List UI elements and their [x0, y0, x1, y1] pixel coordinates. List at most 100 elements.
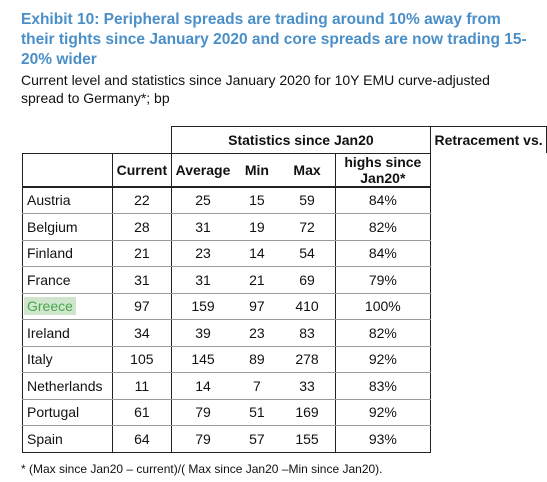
current-cell-text: 64 — [134, 430, 150, 447]
country-cell: Spain — [21, 425, 113, 453]
retracement-cell: 92% — [334, 346, 432, 373]
average-cell: 159 — [170, 293, 235, 320]
average-cell: 23 — [170, 240, 235, 267]
min-cell: 21 — [234, 266, 280, 294]
current-cell-text: 61 — [134, 404, 150, 421]
spreads-table: Statistics since Jan20 Retracement vs. C… — [21, 126, 547, 453]
max-cell-text: 59 — [299, 192, 315, 209]
max-cell: 33 — [279, 372, 336, 400]
current-cell: 21 — [112, 240, 172, 267]
retracement-cell-text: 93% — [368, 430, 397, 447]
header-min: Min — [234, 153, 280, 188]
min-cell: 19 — [234, 213, 280, 241]
max-cell-text: 155 — [295, 430, 319, 447]
max-cell-text: 33 — [299, 377, 315, 394]
exhibit-subtitle: Current level and statistics since Janua… — [21, 72, 490, 106]
header-average: Average — [170, 153, 235, 188]
max-cell-text: 83 — [299, 324, 315, 341]
country-cell: Greece — [21, 293, 113, 320]
current-cell: 64 — [112, 425, 172, 453]
exhibit-title: Exhibit 10: Peripheral spreads are tradi… — [21, 11, 527, 68]
current-cell-text: 22 — [134, 192, 150, 209]
average-cell: 25 — [170, 186, 235, 214]
current-cell: 105 — [112, 346, 172, 373]
retracement-cell: 83% — [334, 372, 432, 400]
min-cell-text: 14 — [249, 245, 265, 262]
country-cell: Belgium — [21, 213, 113, 241]
average-cell-text: 25 — [195, 192, 211, 209]
header-blank-current — [113, 127, 172, 154]
current-cell-text: 21 — [134, 245, 150, 262]
retracement-cell-text: 82% — [368, 218, 397, 235]
country-cell-text: Portugal — [27, 404, 80, 421]
table-row: Italy 105 145 89 278 92% — [21, 346, 547, 373]
average-cell: 145 — [170, 346, 235, 373]
current-cell: 31 — [112, 266, 172, 294]
country-cell-text: Finland — [27, 245, 73, 262]
average-cell-text: 145 — [191, 351, 215, 368]
retracement-cell: 92% — [334, 399, 432, 426]
max-cell: 155 — [279, 425, 336, 453]
min-cell-text: 51 — [249, 404, 265, 421]
min-cell-text: 19 — [249, 218, 265, 235]
table-row: Portugal 61 79 51 169 92% — [21, 399, 547, 426]
country-cell: Austria — [21, 186, 113, 214]
average-cell: 14 — [170, 372, 235, 400]
max-cell-text: 410 — [295, 298, 319, 315]
retracement-cell-text: 92% — [368, 404, 397, 421]
min-cell: 23 — [234, 319, 280, 347]
max-cell: 72 — [279, 213, 336, 241]
country-cell: Finland — [21, 240, 113, 267]
average-cell-text: 79 — [195, 404, 211, 421]
current-cell-text: 97 — [134, 298, 150, 315]
max-cell-text: 69 — [299, 271, 315, 288]
min-cell-text: 57 — [249, 430, 265, 447]
min-cell-text: 15 — [249, 192, 265, 209]
retracement-cell: 79% — [334, 266, 432, 294]
country-cell-text: Greece — [24, 297, 76, 316]
retracement-cell-text: 79% — [368, 271, 397, 288]
country-cell-text: Spain — [27, 430, 63, 447]
average-cell-text: 31 — [195, 271, 211, 288]
retracement-cell: 82% — [334, 213, 432, 241]
max-cell-text: 54 — [299, 245, 315, 262]
table-row: Finland 21 23 14 54 84% — [21, 240, 547, 267]
min-cell: 51 — [234, 399, 280, 426]
retracement-cell-text: 84% — [368, 192, 397, 209]
min-cell: 89 — [234, 346, 280, 373]
header-current: Current — [112, 152, 172, 188]
retracement-cell: 100% — [334, 293, 432, 320]
max-cell: 59 — [279, 186, 336, 214]
table-row: Greece 97 159 97 410 100% — [21, 293, 547, 320]
min-cell-text: 23 — [249, 324, 265, 341]
country-cell: Ireland — [21, 319, 113, 347]
retracement-cell-text: 100% — [364, 298, 401, 315]
average-cell: 39 — [170, 319, 235, 347]
retracement-cell: 84% — [334, 240, 432, 267]
min-cell: 14 — [234, 240, 280, 267]
header-max: Max — [279, 153, 336, 188]
table-row: Belgium 28 31 19 72 82% — [21, 213, 547, 241]
retracement-cell-text: 92% — [368, 351, 397, 368]
max-cell: 69 — [279, 266, 336, 294]
average-cell: 79 — [170, 399, 235, 426]
min-cell-text: 21 — [249, 271, 265, 288]
country-cell: Italy — [21, 346, 113, 373]
header-country — [21, 152, 113, 188]
current-cell-text: 11 — [134, 377, 150, 394]
current-cell: 22 — [112, 186, 172, 214]
max-cell: 278 — [279, 346, 336, 373]
min-cell: 15 — [234, 186, 280, 214]
max-cell-text: 169 — [295, 404, 319, 421]
current-cell-text: 34 — [134, 324, 150, 341]
min-cell: 97 — [234, 293, 280, 320]
max-cell: 54 — [279, 240, 336, 267]
country-cell-text: Austria — [27, 192, 71, 209]
header-statistics-group: Statistics since Jan20 — [170, 126, 432, 154]
min-cell: 7 — [234, 372, 280, 400]
max-cell: 83 — [279, 319, 336, 347]
table-row: Netherlands 11 14 7 33 83% — [21, 372, 547, 400]
header-retracement-line2: highs since Jan20* — [334, 153, 432, 188]
country-cell: Portugal — [21, 399, 113, 426]
min-cell-text: 7 — [253, 377, 261, 394]
